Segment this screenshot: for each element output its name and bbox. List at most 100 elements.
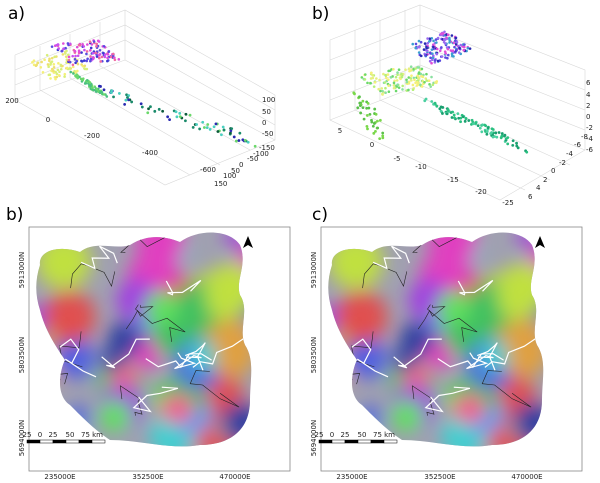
point: [246, 140, 250, 144]
point: [411, 88, 415, 92]
point: [85, 78, 89, 82]
point: [387, 69, 390, 73]
z-tick-label: -4: [586, 135, 594, 143]
point: [464, 117, 468, 121]
boundary-line: [101, 338, 150, 369]
point: [430, 75, 433, 79]
northing-label: 5694000N: [310, 420, 318, 456]
point: [446, 56, 449, 60]
point: [221, 125, 225, 129]
point: [415, 80, 419, 84]
point: [39, 66, 43, 69]
depth-tick-label: -2: [559, 159, 566, 167]
point: [504, 137, 508, 141]
point: [220, 133, 223, 137]
point: [103, 53, 107, 56]
x-tick-label: -200: [84, 132, 100, 140]
depth-tick-label: -150: [259, 144, 275, 152]
boundary-line: [135, 304, 186, 342]
point: [110, 89, 114, 93]
point: [419, 83, 422, 87]
point: [423, 42, 427, 45]
point: [376, 126, 380, 130]
point: [100, 55, 104, 59]
color-blob: [497, 276, 541, 320]
map: 25 0 25 50 75 km 235000E 352500E 470000E 5913000…: [310, 226, 583, 481]
point: [485, 130, 489, 134]
point: [394, 75, 398, 79]
point: [64, 55, 68, 58]
point: [49, 63, 52, 66]
point: [232, 135, 236, 139]
point: [106, 59, 109, 63]
point: [92, 56, 95, 60]
scale-label: 75 km: [81, 431, 103, 439]
point: [448, 36, 451, 40]
z-tick-label: 4: [586, 91, 591, 99]
pane: [14, 59, 126, 101]
point: [399, 77, 402, 81]
point: [436, 36, 440, 40]
point: [456, 44, 460, 48]
point: [82, 59, 86, 62]
point: [415, 84, 419, 87]
point: [95, 42, 99, 46]
point: [383, 81, 387, 84]
point: [431, 52, 434, 55]
point: [426, 37, 429, 40]
point: [65, 58, 69, 61]
point: [426, 41, 430, 45]
point: [50, 45, 54, 48]
point: [362, 117, 366, 121]
point: [40, 60, 43, 64]
point: [443, 50, 447, 53]
point: [420, 85, 424, 88]
depth-tick-label: -8: [581, 133, 588, 141]
point: [416, 74, 419, 78]
pane: [14, 39, 276, 126]
point: [98, 48, 102, 52]
point: [363, 78, 367, 81]
point: [396, 83, 399, 86]
point: [65, 49, 68, 53]
point: [195, 123, 198, 126]
point: [86, 43, 89, 46]
point: [88, 40, 92, 44]
point: [384, 91, 387, 95]
color-blob: [401, 363, 430, 392]
point: [503, 133, 507, 137]
point: [452, 41, 456, 45]
point: [85, 52, 88, 56]
point: [69, 70, 73, 74]
scale-segment: [318, 439, 333, 444]
point: [89, 46, 93, 50]
point: [117, 58, 121, 61]
axes-3d: [329, 4, 586, 201]
point: [432, 39, 435, 43]
color-blob: [135, 232, 187, 267]
point: [95, 55, 99, 58]
point: [184, 119, 187, 123]
point: [102, 93, 106, 96]
point: [61, 64, 64, 68]
pane: [329, 44, 586, 111]
point: [188, 113, 192, 117]
point: [361, 99, 365, 103]
point: [414, 46, 418, 50]
point: [214, 122, 218, 126]
point: [75, 45, 79, 49]
point: [69, 42, 72, 46]
point: [424, 77, 428, 80]
point: [436, 59, 440, 63]
z-tick-label: -6: [586, 146, 594, 154]
point: [511, 139, 515, 143]
pane: [124, 10, 276, 141]
point: [454, 36, 457, 40]
point: [453, 39, 457, 42]
scale-label: 25: [49, 431, 58, 439]
point: [433, 59, 437, 62]
point: [216, 130, 220, 133]
northing-label: 5803500N: [18, 337, 26, 373]
color-blob: [427, 232, 479, 267]
point: [381, 93, 384, 96]
